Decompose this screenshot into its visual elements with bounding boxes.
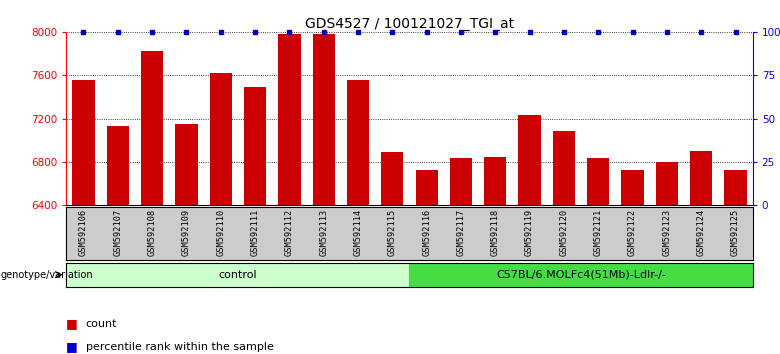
Bar xyxy=(244,87,266,205)
Text: count: count xyxy=(86,319,117,329)
Bar xyxy=(519,115,541,205)
Text: GSM592115: GSM592115 xyxy=(388,209,397,256)
Text: GSM592117: GSM592117 xyxy=(456,209,466,256)
Bar xyxy=(176,124,197,205)
Bar xyxy=(107,126,129,205)
Text: GSM592120: GSM592120 xyxy=(559,209,569,256)
Text: GSM592123: GSM592123 xyxy=(662,209,672,256)
Text: GSM592121: GSM592121 xyxy=(594,209,603,256)
Text: percentile rank within the sample: percentile rank within the sample xyxy=(86,342,274,352)
Bar xyxy=(141,51,163,205)
Bar xyxy=(210,73,232,205)
Bar xyxy=(73,80,94,205)
Text: GSM592124: GSM592124 xyxy=(697,209,706,256)
Text: GSM592114: GSM592114 xyxy=(353,209,363,256)
Text: GSM592113: GSM592113 xyxy=(319,209,328,256)
Bar xyxy=(313,34,335,205)
Bar xyxy=(484,156,506,205)
Text: GSM592119: GSM592119 xyxy=(525,209,534,256)
Text: ■: ■ xyxy=(66,318,78,330)
Text: GSM592116: GSM592116 xyxy=(422,209,431,256)
Bar xyxy=(690,151,712,205)
Text: GSM592111: GSM592111 xyxy=(250,209,260,256)
Bar xyxy=(450,158,472,205)
Text: GSM592125: GSM592125 xyxy=(731,209,740,256)
Bar xyxy=(66,263,410,287)
Bar xyxy=(347,80,369,205)
Text: genotype/variation: genotype/variation xyxy=(1,270,94,280)
Text: GSM592122: GSM592122 xyxy=(628,209,637,256)
Text: GSM592118: GSM592118 xyxy=(491,209,500,256)
Bar xyxy=(410,263,753,287)
Bar xyxy=(278,34,300,205)
Bar xyxy=(381,152,403,205)
Text: GSM592109: GSM592109 xyxy=(182,209,191,256)
Text: GSM592112: GSM592112 xyxy=(285,209,294,256)
Text: GSM592107: GSM592107 xyxy=(113,209,122,256)
Text: GSM592108: GSM592108 xyxy=(147,209,157,256)
Text: C57BL/6.MOLFc4(51Mb)-Ldlr-/-: C57BL/6.MOLFc4(51Mb)-Ldlr-/- xyxy=(496,270,666,280)
Title: GDS4527 / 100121027_TGI_at: GDS4527 / 100121027_TGI_at xyxy=(305,17,514,31)
Bar xyxy=(553,131,575,205)
Text: ■: ■ xyxy=(66,341,78,353)
Bar xyxy=(656,162,678,205)
Bar xyxy=(416,170,438,205)
Text: GSM592110: GSM592110 xyxy=(216,209,225,256)
Text: control: control xyxy=(218,270,257,280)
Text: GSM592106: GSM592106 xyxy=(79,209,88,256)
Bar xyxy=(587,158,609,205)
Bar xyxy=(725,170,746,205)
Bar xyxy=(622,170,644,205)
